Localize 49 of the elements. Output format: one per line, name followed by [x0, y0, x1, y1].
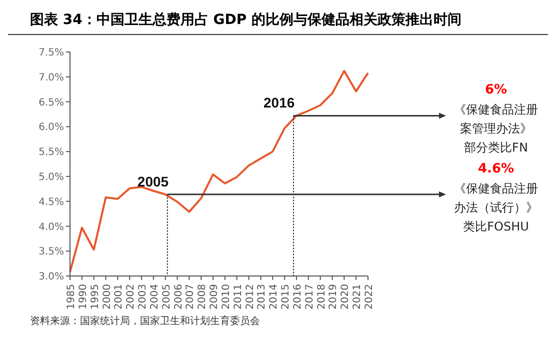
y-tick-label: 5.5% [38, 147, 64, 158]
x-tick-label: 2014 [268, 284, 280, 310]
x-tick-label: 2010 [220, 284, 232, 310]
text: 4.6% [478, 161, 514, 176]
x-tick-label: 2020 [340, 284, 352, 310]
x-tick-label: 2019 [328, 284, 340, 310]
y-tick-label: 6.5% [38, 97, 64, 108]
y-tick-label: 3.5% [38, 246, 64, 258]
y-tick-label: 6.0% [38, 122, 64, 134]
x-tick-label: 2004 [149, 284, 160, 310]
x-tick-label: 2001 [114, 284, 125, 310]
chart-title: 图表 34：中国卫生总费用占 GDP 的比例与保健品相关政策推出时间 [8, 8, 548, 35]
x-tick-label: 2000 [102, 284, 113, 310]
x-tick-label: 2013 [256, 284, 268, 310]
text: 资料来源：国家统计局，国家卫生和计划生育委员会 [30, 314, 260, 328]
y-tick-label: 5.0% [38, 172, 64, 183]
x-tick-label: 2016 [292, 284, 304, 310]
x-tick-label: 2006 [173, 284, 184, 310]
y-tick-label: 7.0% [38, 72, 64, 84]
annotation: 2005 [137, 173, 169, 190]
x-tick-label: 1990 [78, 284, 89, 310]
x-tick-label: 2017 [304, 284, 316, 310]
text: 《保健食品注册 [454, 181, 538, 196]
x-tick-label: 2011 [232, 284, 244, 310]
x-tick-label: 2008 [197, 284, 208, 310]
line-series [69, 70, 369, 274]
text: 案管理办法》 [460, 122, 532, 136]
y-tick-label: 7.5% [38, 48, 64, 59]
x-tick-label: 1985 [66, 284, 77, 310]
x-tick-label: 2009 [209, 284, 220, 310]
text: 办法（试行）》 [454, 200, 538, 214]
x-tick-label: 2015 [280, 284, 292, 310]
text: 6% [484, 82, 508, 98]
x-tick-label: 2021 [352, 284, 364, 310]
y-tick-label: 3.0% [38, 272, 64, 283]
x-tick-label: 2003 [138, 284, 149, 310]
x-tick-label: 2007 [185, 284, 196, 310]
x-tick-label: 2005 [161, 284, 172, 310]
x-tick-label: 2012 [244, 284, 256, 310]
annotation: 2016 [264, 94, 295, 111]
x-tick-label: 1995 [90, 284, 101, 310]
x-tick-label: 2018 [316, 284, 328, 310]
text: 部分类比FN [464, 140, 528, 155]
text: 《保健食品注册 [454, 102, 538, 117]
x-tick-label: 2022 [364, 284, 375, 310]
y-tick-label: 4.5% [38, 196, 64, 208]
x-tick-label: 2002 [126, 284, 137, 310]
text: 类比FOSHU [463, 219, 529, 234]
y-tick-label: 4.0% [38, 222, 64, 233]
